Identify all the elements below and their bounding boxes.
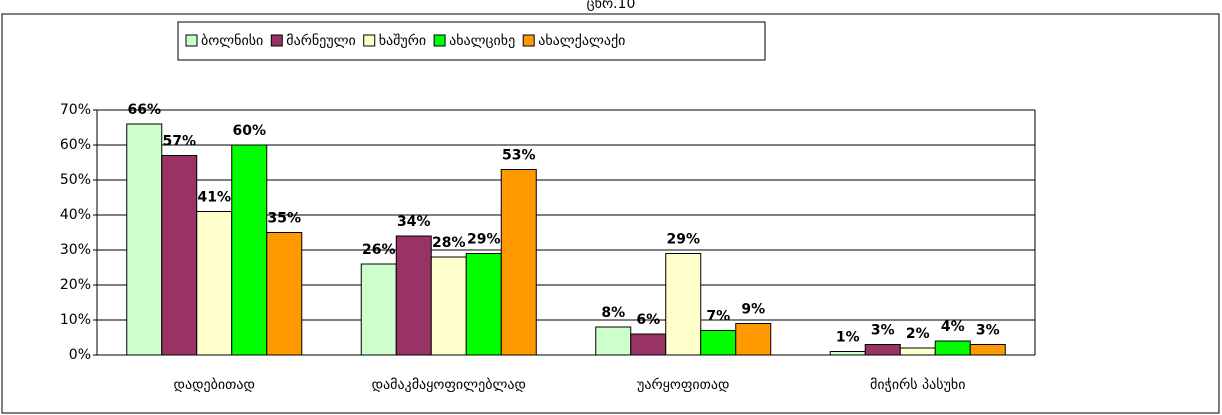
bar xyxy=(465,253,502,356)
bar xyxy=(864,344,901,356)
legend-swatch xyxy=(433,34,446,47)
bar xyxy=(595,326,632,356)
legend-label: ბოლნისი xyxy=(201,33,263,49)
y-tick-label: 70% xyxy=(60,102,91,118)
bar xyxy=(266,232,303,356)
value-label: 57% xyxy=(162,134,196,150)
bar xyxy=(630,333,667,356)
value-label: 34% xyxy=(397,214,431,230)
legend-label: ახალციხე xyxy=(449,33,515,49)
x-tick-label: დამაკმაყოფილებლად xyxy=(372,377,526,393)
x-tick-label: დადებითად xyxy=(174,377,255,393)
value-label: 6% xyxy=(636,312,660,328)
value-label: 1% xyxy=(836,330,860,346)
value-label: 53% xyxy=(502,148,536,164)
y-tick-label: 20% xyxy=(60,277,91,293)
bar xyxy=(899,347,936,356)
y-tick-label: 50% xyxy=(60,172,91,188)
y-tick-label: 0% xyxy=(69,347,91,363)
value-label: 28% xyxy=(432,235,466,251)
value-label: 3% xyxy=(976,323,1000,339)
legend-swatch xyxy=(270,34,283,47)
legend-label: ახალქალაქი xyxy=(538,33,625,49)
y-tick-label: 10% xyxy=(60,312,91,328)
value-label: 66% xyxy=(127,102,161,118)
value-label: 60% xyxy=(232,123,266,139)
value-label: 26% xyxy=(362,242,396,258)
bar xyxy=(829,351,866,356)
value-label: 35% xyxy=(267,211,301,227)
x-tick-label: მიჭირს პასუხი xyxy=(870,376,965,393)
bar xyxy=(395,235,432,356)
bar xyxy=(196,211,233,356)
bar xyxy=(969,344,1006,356)
x-tick-label: უარყოფითად xyxy=(637,376,729,393)
value-label: 3% xyxy=(871,323,895,339)
value-label: 7% xyxy=(706,309,730,325)
value-label: 41% xyxy=(197,190,231,206)
value-label: 29% xyxy=(666,232,700,248)
legend-swatch xyxy=(363,34,376,47)
value-label: 4% xyxy=(941,319,965,335)
value-label: 2% xyxy=(906,326,930,342)
value-label: 29% xyxy=(467,232,501,248)
bar xyxy=(700,330,737,356)
y-tick-label: 40% xyxy=(60,207,91,223)
bar xyxy=(126,123,163,356)
bar xyxy=(161,155,198,356)
bar xyxy=(934,340,971,356)
legend-label: ხაშური xyxy=(379,32,426,49)
bar xyxy=(231,144,268,356)
value-label: 8% xyxy=(601,305,625,321)
bar xyxy=(360,263,397,356)
bar xyxy=(665,253,702,356)
chart-title: ცხრ.10 xyxy=(587,0,636,12)
legend-swatch xyxy=(185,34,198,47)
y-tick-label: 30% xyxy=(60,242,91,258)
legend-swatch xyxy=(522,34,535,47)
legend-label: მარნეული xyxy=(286,32,355,49)
bar xyxy=(500,169,537,356)
value-label: 9% xyxy=(741,302,765,318)
bar xyxy=(735,323,772,356)
bar xyxy=(430,256,467,356)
y-tick-label: 60% xyxy=(60,137,91,153)
